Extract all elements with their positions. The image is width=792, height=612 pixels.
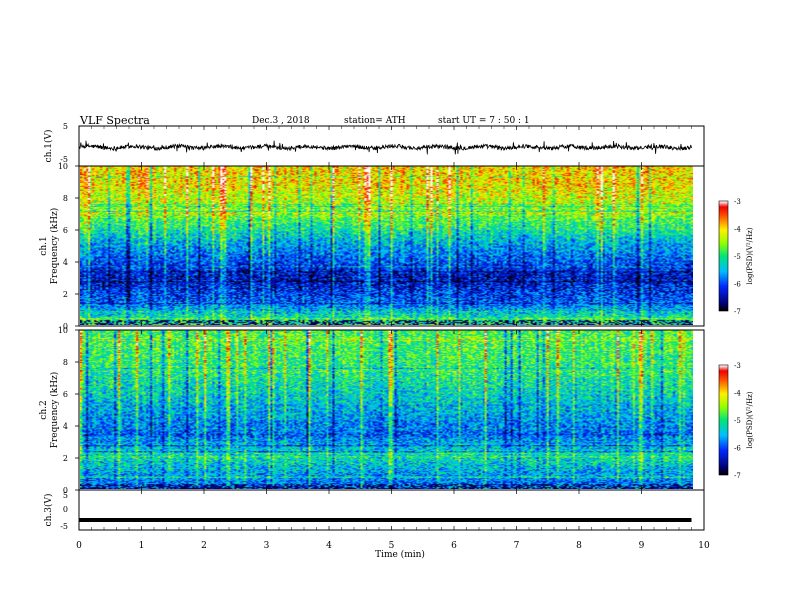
time-axis-label: Time (min) bbox=[375, 549, 425, 560]
ch1-colorbar: -3 -4 -5 -6 -7 log(PSD)(V²/Hz) bbox=[718, 198, 754, 316]
ch3-ytick-neg5: -5 bbox=[60, 522, 68, 531]
ch2-colorbar-tick--5: -5 bbox=[734, 417, 741, 425]
ch1-voltage-panel: 5 -5 ch.1(V) bbox=[43, 122, 705, 167]
ch1-colorbar-tick--3: -3 bbox=[734, 198, 741, 206]
header-date: Dec.3 , 2018 bbox=[252, 116, 310, 126]
ch1-spectrogram-ylabel-channel: ch.1 bbox=[39, 236, 49, 255]
ch3-voltage-frame bbox=[78, 489, 705, 531]
figure-title: VLF Spectra bbox=[79, 114, 150, 127]
ch1-spectrogram-ytick-label-6: 6 bbox=[63, 226, 68, 235]
xtick-label-4: 4 bbox=[326, 541, 332, 551]
ch1-colorbar-tick--6: -6 bbox=[734, 281, 741, 289]
ch1-spectrogram-ytick-label-8: 8 bbox=[63, 194, 68, 203]
xtick-label-10: 10 bbox=[698, 541, 710, 551]
ch1-colorbar-tick--4: -4 bbox=[734, 226, 741, 234]
ch1-spectrogram-ylabel-freq: Frequency (kHz) bbox=[49, 208, 60, 285]
ch2-colorbar-tick--7: -7 bbox=[734, 472, 741, 480]
ch1-ytick-5: 5 bbox=[63, 122, 68, 131]
ch2-spectrogram-ytick-label-4: 4 bbox=[63, 422, 68, 431]
ch2-spectrogram-ytick-label-6: 6 bbox=[63, 390, 68, 399]
ch3-voltage-ylabel: ch.3(V) bbox=[43, 494, 54, 527]
header-station: station= ATH bbox=[344, 116, 406, 126]
xtick-label-3: 3 bbox=[264, 541, 270, 551]
ch1-ytick-neg5: -5 bbox=[60, 155, 68, 164]
ch1-colorbar-tick--5: -5 bbox=[734, 253, 741, 261]
ch2-colorbar-tick--6: -6 bbox=[734, 445, 741, 453]
ch2-colorbar-gradient bbox=[719, 365, 728, 475]
ch2-colorbar: -3 -4 -5 -6 -7 log(PSD)(V²/Hz) bbox=[718, 362, 754, 480]
ch1-colorbar-label: log(PSD)(V²/Hz) bbox=[746, 227, 754, 284]
ch2-spectrogram-panel: 0 2 4 6 8 10 ch.2 Frequency (kHz) bbox=[39, 326, 705, 495]
ch2-colorbar-tick--4: -4 bbox=[734, 390, 741, 398]
ch2-spectrogram-image bbox=[80, 330, 693, 489]
ch2-spectrogram-ylabel-freq: Frequency (kHz) bbox=[49, 372, 60, 449]
ch1-spectrogram-panel: 0 2 4 6 8 10 ch.1 Frequency (kHz) bbox=[39, 162, 705, 331]
ch2-spectrogram-ytick-label-0: 0 bbox=[63, 486, 68, 495]
xtick-label-8: 8 bbox=[576, 541, 582, 551]
ch1-colorbar-tick--7: -7 bbox=[734, 308, 741, 316]
ch1-spectrogram-ytick-label-4: 4 bbox=[63, 258, 68, 267]
header-start-time: start UT = 7 : 50 : 1 bbox=[438, 116, 530, 126]
ch1-colorbar-frame bbox=[718, 200, 729, 312]
ch3-ytick-0: 0 bbox=[63, 505, 68, 514]
ch2-spectrogram-ylabel-channel: ch.2 bbox=[39, 400, 49, 419]
ch1-voltage-ylabel: ch.1(V) bbox=[43, 130, 54, 163]
ch1-voltage-trace bbox=[78, 140, 692, 155]
ch1-colorbar-gradient bbox=[719, 201, 728, 311]
xtick-label-9: 9 bbox=[639, 541, 645, 551]
xtick-label-0: 0 bbox=[76, 541, 82, 551]
ch3-voltage-panel: 5 0 -5 ch.3(V) bbox=[43, 489, 705, 531]
ch3-ytick-5: 5 bbox=[63, 491, 68, 500]
ch2-colorbar-frame bbox=[718, 364, 729, 476]
ch2-colorbar-label: log(PSD)(V²/Hz) bbox=[746, 391, 754, 448]
ch2-colorbar-tick--3: -3 bbox=[734, 362, 741, 370]
ch1-spectrogram-ytick-label-2: 2 bbox=[63, 290, 68, 299]
xtick-label-7: 7 bbox=[514, 541, 520, 551]
ch2-spectrogram-ytick-label-10: 10 bbox=[58, 326, 68, 335]
time-axis: 0 1 2 3 4 5 6 7 8 9 10 bbox=[76, 126, 710, 551]
xtick-label-6: 6 bbox=[451, 541, 457, 551]
ch1-spectrogram-ytick-label-0: 0 bbox=[63, 322, 68, 331]
xtick-label-5: 5 bbox=[389, 541, 395, 551]
xtick-label-2: 2 bbox=[201, 541, 207, 551]
ch2-spectrogram-ytick-label-8: 8 bbox=[63, 358, 68, 367]
ch2-spectrogram-ytick-label-2: 2 bbox=[63, 454, 68, 463]
ch1-spectrogram-image bbox=[80, 166, 693, 325]
xtick-label-1: 1 bbox=[139, 541, 145, 551]
ch1-spectrogram-ytick-label-10: 10 bbox=[58, 162, 68, 171]
